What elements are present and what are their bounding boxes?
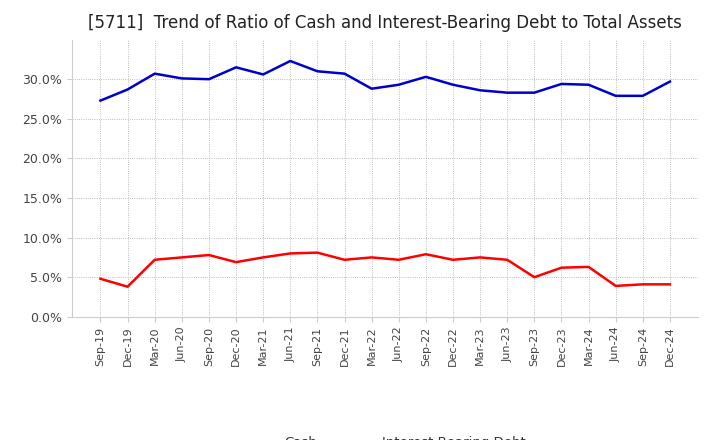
Interest-Bearing Debt <box>395 82 403 88</box>
Cash <box>341 257 349 262</box>
Interest-Bearing Debt <box>313 69 322 74</box>
Cash <box>557 265 566 270</box>
Interest-Bearing Debt <box>611 93 620 99</box>
Cash <box>232 260 240 265</box>
Cash <box>123 284 132 290</box>
Interest-Bearing Debt <box>421 74 430 80</box>
Cash <box>313 250 322 255</box>
Interest-Bearing Debt <box>96 98 105 103</box>
Interest-Bearing Debt <box>232 65 240 70</box>
Cash <box>584 264 593 270</box>
Cash <box>665 282 674 287</box>
Interest-Bearing Debt <box>367 86 376 92</box>
Legend: Cash, Interest-Bearing Debt: Cash, Interest-Bearing Debt <box>239 431 531 440</box>
Interest-Bearing Debt <box>639 93 647 99</box>
Interest-Bearing Debt <box>286 59 294 64</box>
Interest-Bearing Debt <box>341 71 349 76</box>
Interest-Bearing Debt <box>476 88 485 93</box>
Cash <box>476 255 485 260</box>
Interest-Bearing Debt <box>178 76 186 81</box>
Cash <box>449 257 457 262</box>
Cash <box>639 282 647 287</box>
Interest-Bearing Debt <box>449 82 457 88</box>
Cash <box>421 252 430 257</box>
Interest-Bearing Debt <box>123 87 132 92</box>
Cash <box>150 257 159 262</box>
Interest-Bearing Debt <box>204 77 213 82</box>
Cash <box>204 253 213 258</box>
Title: [5711]  Trend of Ratio of Cash and Interest-Bearing Debt to Total Assets: [5711] Trend of Ratio of Cash and Intere… <box>89 15 682 33</box>
Interest-Bearing Debt <box>503 90 511 95</box>
Interest-Bearing Debt <box>665 79 674 84</box>
Interest-Bearing Debt <box>259 72 268 77</box>
Interest-Bearing Debt <box>150 71 159 76</box>
Interest-Bearing Debt <box>584 82 593 88</box>
Cash <box>259 255 268 260</box>
Cash <box>395 257 403 262</box>
Line: Interest-Bearing Debt: Interest-Bearing Debt <box>101 61 670 101</box>
Interest-Bearing Debt <box>557 81 566 87</box>
Cash <box>286 251 294 256</box>
Cash <box>611 283 620 289</box>
Cash <box>178 255 186 260</box>
Cash <box>367 255 376 260</box>
Cash <box>530 275 539 280</box>
Cash <box>503 257 511 262</box>
Cash <box>96 276 105 282</box>
Line: Cash: Cash <box>101 253 670 287</box>
Interest-Bearing Debt <box>530 90 539 95</box>
